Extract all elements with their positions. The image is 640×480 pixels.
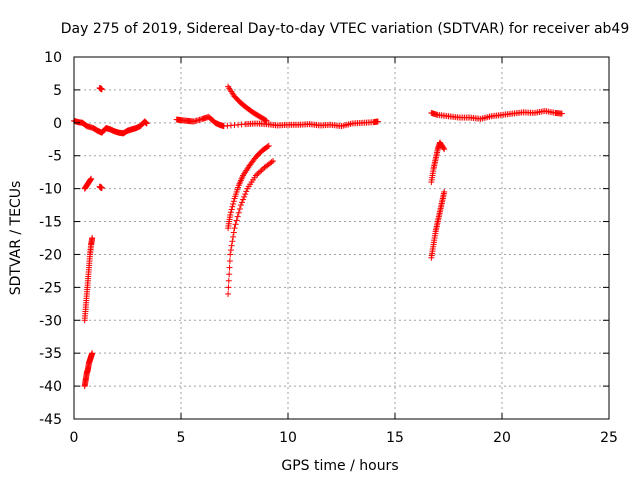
axis-ticks: [73, 56, 610, 420]
data-point: [230, 233, 237, 240]
y-tick-label: -25: [39, 280, 62, 296]
data-point: [236, 205, 243, 212]
x-tick-label: 10: [279, 430, 297, 446]
data-point: [232, 221, 239, 228]
data-point: [229, 203, 236, 210]
x-tick-label: 25: [600, 430, 618, 446]
data-point: [441, 188, 448, 195]
x-tick-label: 15: [386, 430, 404, 446]
data-point: [242, 191, 249, 198]
data-point: [234, 213, 241, 220]
data-point: [233, 217, 240, 224]
data-point: [229, 238, 236, 245]
data-point: [228, 242, 235, 249]
data-point: [243, 188, 250, 195]
data-point: [227, 209, 234, 216]
data-point: [238, 199, 245, 206]
y-tick-label: -30: [39, 313, 62, 329]
data-point: [257, 168, 264, 175]
data-point: [227, 247, 234, 254]
data-point: [240, 196, 247, 203]
data-point: [255, 169, 262, 176]
y-tick-label: -5: [48, 149, 62, 165]
data-point: [89, 350, 96, 357]
data-point: [88, 175, 95, 182]
data-point: [268, 159, 275, 166]
data-point: [231, 225, 238, 232]
data-point: [226, 258, 233, 265]
y-tick-label: -20: [39, 247, 62, 263]
y-tick-label: 5: [53, 83, 62, 99]
y-tick-label: -10: [39, 182, 62, 198]
data-point: [230, 229, 237, 236]
data-point: [262, 117, 269, 124]
x-tick-label: 20: [493, 430, 511, 446]
data-point: [441, 146, 448, 153]
x-axis-label: GPS time / hours: [281, 458, 398, 474]
y-tick-label: 0: [53, 116, 62, 132]
y-tick-label: -40: [39, 379, 62, 395]
data-point: [225, 284, 232, 291]
data-point: [252, 172, 259, 179]
data-point: [230, 200, 237, 207]
data-point: [265, 142, 272, 149]
data-point: [89, 235, 96, 241]
data-point: [226, 264, 233, 271]
data-point: [227, 211, 234, 218]
data-point: [241, 193, 248, 200]
data-point: [258, 167, 265, 174]
data-point: [225, 290, 232, 297]
y-tick-label: -45: [39, 412, 62, 428]
data-point: [230, 198, 237, 205]
data-point: [237, 202, 244, 209]
data-point: [143, 120, 150, 127]
data-point: [227, 251, 234, 258]
data-point: [374, 118, 381, 125]
x-tick-label: 5: [177, 430, 186, 446]
plot-frame: [73, 56, 610, 420]
chart-title: Day 275 of 2019, Sidereal Day-to-day VTE…: [61, 21, 630, 37]
data-point: [263, 117, 270, 124]
grid-lines: [74, 57, 609, 419]
y-tick-label: -35: [39, 346, 62, 362]
data-point: [440, 145, 447, 152]
data-point: [558, 110, 565, 117]
data-point: [98, 184, 105, 191]
data-points: [71, 83, 565, 390]
data-point: [228, 206, 235, 213]
data-point: [225, 277, 232, 284]
data-point: [264, 143, 271, 150]
y-tick-label: -15: [39, 215, 62, 231]
data-point: [226, 271, 233, 278]
x-tick-label: 0: [70, 430, 79, 446]
data-point: [235, 209, 242, 216]
y-tick-label: 10: [44, 50, 62, 66]
data-point: [254, 171, 261, 178]
y-axis-label: SDTVAR / TECUs: [8, 181, 24, 296]
data-point: [98, 86, 105, 93]
y-tick-labels: 10 5 0 -5 -10 -15 -20 -25 -30 -35 -40 -45: [39, 50, 62, 428]
x-tick-labels: 0 5 10 15 20 25: [70, 430, 618, 446]
data-point: [270, 157, 277, 164]
